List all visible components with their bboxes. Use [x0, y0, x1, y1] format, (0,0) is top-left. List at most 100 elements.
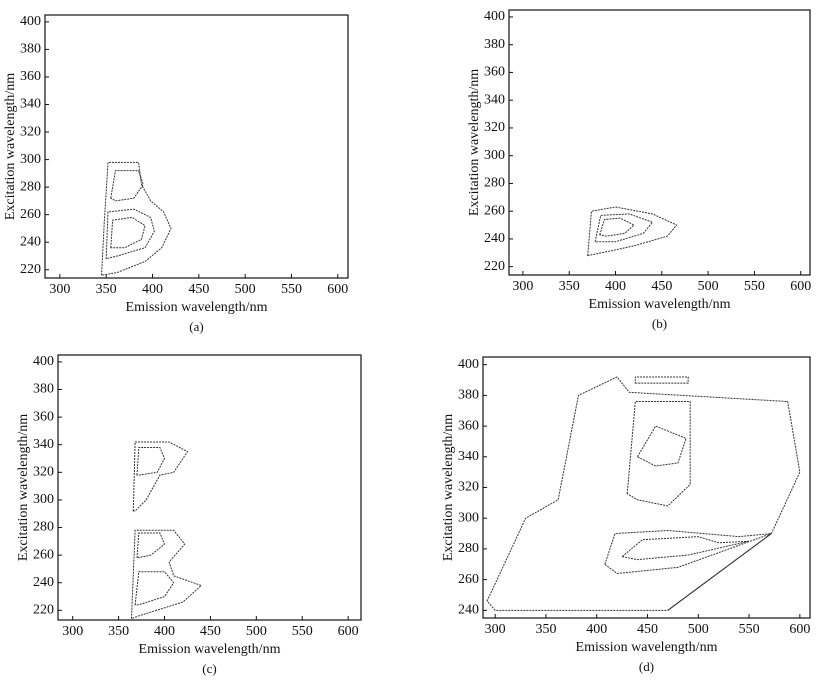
y-tick-label: 260 [20, 207, 41, 222]
y-axis-label: Excitation wavelength/nm [16, 414, 31, 561]
panel-caption: (a) [189, 319, 203, 334]
y-tick-label: 220 [20, 262, 41, 277]
x-tick-label: 450 [651, 279, 672, 294]
x-tick-label: 400 [154, 624, 175, 639]
x-tick-label: 600 [789, 622, 810, 637]
panel-caption: (d) [639, 659, 654, 674]
x-tick-label: 500 [235, 282, 256, 297]
y-tick-label: 380 [20, 42, 41, 57]
contour-line [637, 426, 686, 466]
plot-frame [483, 357, 810, 618]
y-tick-label: 300 [20, 152, 41, 167]
x-tick-label: 400 [142, 282, 163, 297]
y-tick-label: 220 [484, 259, 505, 274]
y-tick-label: 340 [458, 449, 479, 464]
y-tick-label: 280 [20, 179, 41, 194]
contour-line [137, 533, 165, 558]
x-tick-label: 600 [338, 624, 359, 639]
figure: 300 350 400 450 500 550 600 220 240 260 280 300 320 3… [0, 0, 816, 683]
x-tick-label: 550 [292, 624, 313, 639]
x-tick-label: 400 [586, 622, 607, 637]
y-tick-label: 340 [484, 92, 505, 107]
y-tick-label: 300 [458, 510, 479, 525]
panel-caption: (b) [652, 316, 667, 331]
x-axis-label: Emission wavelength/nm [126, 300, 268, 315]
y-tick-label: 360 [20, 69, 41, 84]
contour-line [668, 534, 772, 611]
y-tick-label: 260 [484, 203, 505, 218]
y-tick-label: 260 [33, 547, 54, 562]
y-tick-label: 400 [20, 14, 41, 29]
x-tick-label: 300 [485, 622, 506, 637]
x-tick-label: 550 [744, 279, 765, 294]
x-tick-label: 350 [559, 279, 580, 294]
x-tick-label: 450 [637, 622, 658, 637]
contour-line [595, 214, 652, 242]
y-tick-label: 320 [20, 124, 41, 139]
y-tick-label: 240 [20, 234, 41, 249]
x-tick-label: 550 [281, 282, 302, 297]
contour-line [622, 537, 749, 560]
x-tick-label: 500 [688, 622, 709, 637]
x-tick-label: 450 [200, 624, 221, 639]
y-tick-label: 280 [458, 541, 479, 556]
y-tick-label: 360 [484, 65, 505, 80]
contour-line [635, 377, 688, 383]
y-axis-label: Excitation wavelength/nm [467, 69, 482, 216]
x-tick-label: 300 [49, 282, 70, 297]
x-tick-label: 400 [605, 279, 626, 294]
panel-caption: (c) [202, 661, 216, 676]
x-tick-label: 500 [246, 624, 267, 639]
x-axis-label: Emission wavelength/nm [139, 642, 281, 657]
x-tick-label: 300 [62, 624, 83, 639]
x-tick-label: 550 [739, 622, 760, 637]
y-tick-label: 360 [458, 418, 479, 433]
y-tick-label: 260 [458, 572, 479, 587]
contour-line [106, 209, 154, 259]
y-tick-label: 240 [458, 603, 479, 618]
y-tick-label: 240 [484, 231, 505, 246]
y-tick-label: 300 [484, 148, 505, 163]
contour-line [131, 530, 201, 618]
y-tick-label: 360 [33, 409, 54, 424]
x-axis-label: Emission wavelength/nm [576, 640, 718, 655]
y-tick-label: 340 [33, 437, 54, 452]
contour-line [111, 217, 145, 247]
y-tick-label: 400 [484, 9, 505, 24]
y-tick-label: 320 [33, 465, 54, 480]
y-tick-label: 280 [484, 176, 505, 191]
y-axis-label: Excitation wavelength/nm [3, 73, 18, 220]
x-tick-label: 600 [327, 282, 348, 297]
x-tick-label: 300 [512, 279, 533, 294]
y-tick-label: 400 [458, 357, 479, 372]
plot-frame [58, 355, 361, 620]
x-tick-label: 450 [188, 282, 209, 297]
contour-line [102, 162, 171, 275]
y-tick-label: 380 [458, 388, 479, 403]
contour-line [600, 218, 634, 236]
plot-frame [45, 15, 348, 278]
y-tick-label: 320 [484, 120, 505, 135]
contour-line [487, 377, 800, 610]
y-axis-label: Excitation wavelength/nm [441, 414, 456, 561]
x-tick-label: 350 [108, 624, 129, 639]
contour-line [137, 447, 165, 475]
plot-frame [509, 10, 810, 275]
y-tick-label: 320 [458, 480, 479, 495]
y-tick-label: 220 [33, 603, 54, 618]
y-tick-label: 400 [33, 354, 54, 369]
contour-line [133, 442, 187, 511]
x-tick-label: 600 [790, 279, 811, 294]
y-tick-label: 240 [33, 575, 54, 590]
y-tick-label: 380 [33, 382, 54, 397]
x-tick-label: 350 [96, 282, 117, 297]
x-axis-label: Emission wavelength/nm [589, 297, 731, 312]
y-tick-label: 300 [33, 492, 54, 507]
x-tick-label: 500 [698, 279, 719, 294]
x-tick-label: 350 [535, 622, 556, 637]
y-tick-label: 380 [484, 37, 505, 52]
contour-line [111, 171, 143, 201]
y-tick-label: 280 [33, 520, 54, 535]
contour-line [135, 572, 174, 605]
y-tick-label: 340 [20, 97, 41, 112]
